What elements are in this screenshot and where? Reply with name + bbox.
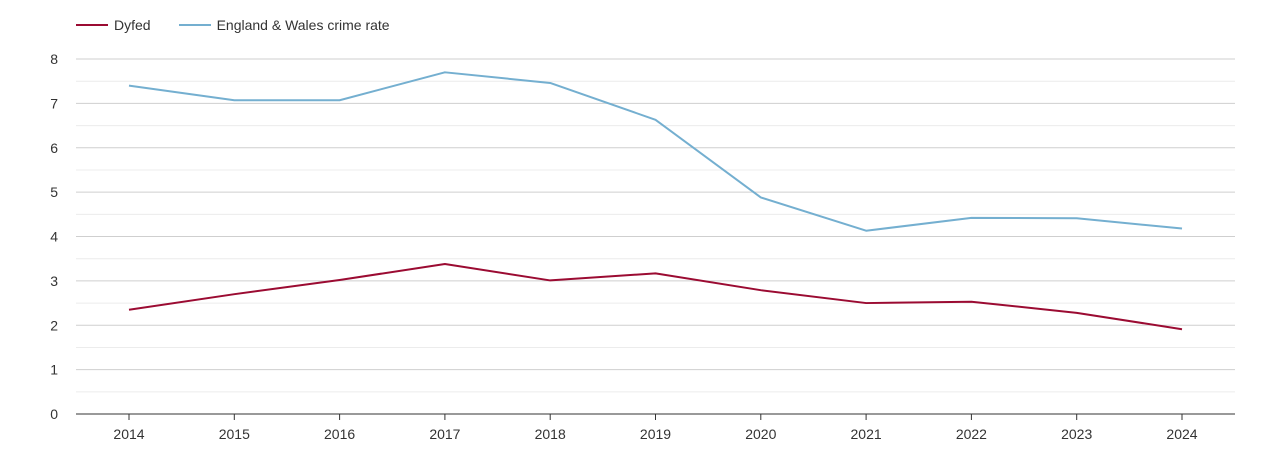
- legend-item-dyfed: Dyfed: [76, 17, 151, 33]
- y-tick-label: 0: [50, 406, 58, 422]
- x-tick-label: 2016: [324, 426, 355, 442]
- y-tick-label: 1: [50, 362, 58, 378]
- legend: Dyfed England & Wales crime rate: [76, 15, 418, 35]
- y-tick-label: 2: [50, 317, 58, 333]
- y-tick-label: 6: [50, 140, 58, 156]
- y-tick-label: 8: [50, 51, 58, 67]
- legend-label-dyfed: Dyfed: [114, 17, 151, 33]
- grid: [76, 58, 1235, 393]
- x-tick-label: 2017: [429, 426, 460, 442]
- series-group: [128, 71, 1183, 331]
- x-tick-label: 2022: [956, 426, 987, 442]
- legend-swatch-dyfed: [76, 24, 108, 26]
- y-tick-label: 5: [50, 184, 58, 200]
- x-tick-label: 2014: [113, 426, 144, 442]
- series-line-england-wales: [128, 71, 1183, 232]
- x-tick-label: 2015: [219, 426, 250, 442]
- x-tick-label: 2019: [640, 426, 671, 442]
- y-tick-label: 7: [50, 95, 58, 111]
- x-tick-label: 2024: [1166, 426, 1197, 442]
- legend-item-england-wales: England & Wales crime rate: [178, 17, 390, 33]
- x-tick-label: 2023: [1061, 426, 1092, 442]
- y-tick-label: 3: [50, 273, 58, 289]
- axes: 0 1 2 3 4 5 6 7 8 2014 2015 2016 2017 2018 2019 2020 202…: [50, 51, 1235, 442]
- legend-swatch-england-wales: [178, 24, 211, 26]
- legend-label-england-wales: England & Wales crime rate: [216, 17, 390, 33]
- y-tick-label: 4: [50, 229, 58, 245]
- series-line-dyfed: [128, 263, 1183, 331]
- x-tick-label: 2020: [745, 426, 776, 442]
- x-tick-label: 2018: [535, 426, 566, 442]
- x-tick-label: 2021: [851, 426, 882, 442]
